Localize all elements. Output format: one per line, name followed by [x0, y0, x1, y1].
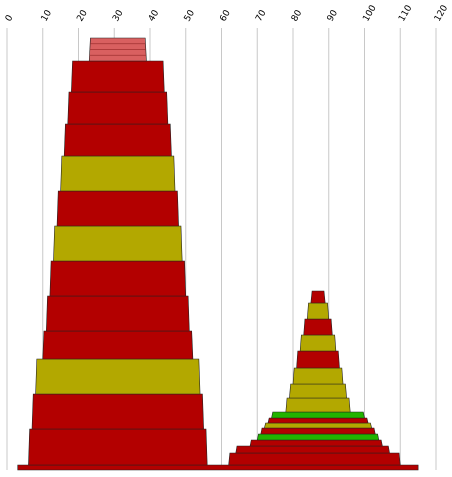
stack-1-band-8	[53, 225, 183, 262]
stack-2-band-9	[285, 397, 351, 413]
x-tick-label-40: 40	[147, 8, 162, 23]
stack-1-band-11	[63, 123, 172, 157]
stack-1-band-3	[31, 393, 204, 430]
stack-2-band-3	[249, 439, 383, 447]
stack-1-band-7	[49, 260, 187, 297]
stack-2-band-10	[289, 383, 347, 399]
stack-2-band-4	[256, 433, 380, 441]
stack-2-band-13	[299, 334, 337, 352]
stack-1-band-10	[60, 155, 176, 192]
stack-2-band-12	[296, 350, 340, 369]
stack-2-band-6	[264, 422, 373, 429]
x-tick-label-30: 30	[111, 8, 126, 23]
stack-2-band-11	[292, 367, 344, 385]
x-tick-label-80: 80	[290, 8, 305, 23]
stack-1-band-2	[28, 428, 208, 466]
stack-2-band-7	[267, 417, 369, 424]
x-tick-label-100: 100	[361, 3, 378, 23]
x-tick-label-110: 110	[397, 3, 414, 23]
stack-2-band-14	[303, 318, 333, 336]
x-tick-label-60: 60	[218, 8, 233, 23]
x-tick-label-50: 50	[183, 8, 198, 23]
stack-1-band-1	[17, 464, 419, 471]
stack-2	[228, 290, 401, 466]
stack-1-band-9	[56, 190, 179, 227]
bands	[17, 37, 419, 471]
x-tick-labels: 0 10 20 30 40 50 60 70 80 90 100 110 120	[4, 3, 450, 23]
stack-1-band-6	[46, 295, 190, 332]
x-tick-label-0: 0	[4, 13, 16, 23]
stack-2-band-15	[306, 302, 330, 320]
x-tick-label-120: 120	[433, 3, 450, 23]
stack-2-band-8	[271, 411, 365, 419]
stack-1	[17, 37, 419, 471]
stack-2-band-5	[260, 427, 376, 435]
stack-2-band-16	[310, 290, 326, 304]
stack-1-band-5	[42, 330, 194, 360]
x-tick-label-20: 20	[75, 8, 90, 23]
stack-1-band-12	[67, 91, 169, 125]
stack-1-band-4	[35, 358, 201, 395]
stack-2-band-1	[228, 452, 401, 466]
stack-1-band-13	[71, 60, 165, 93]
x-tick-label-70: 70	[254, 8, 269, 23]
stack-2-band-2	[235, 445, 390, 454]
x-tick-label-90: 90	[326, 8, 341, 23]
x-tick-label-10: 10	[40, 8, 55, 23]
